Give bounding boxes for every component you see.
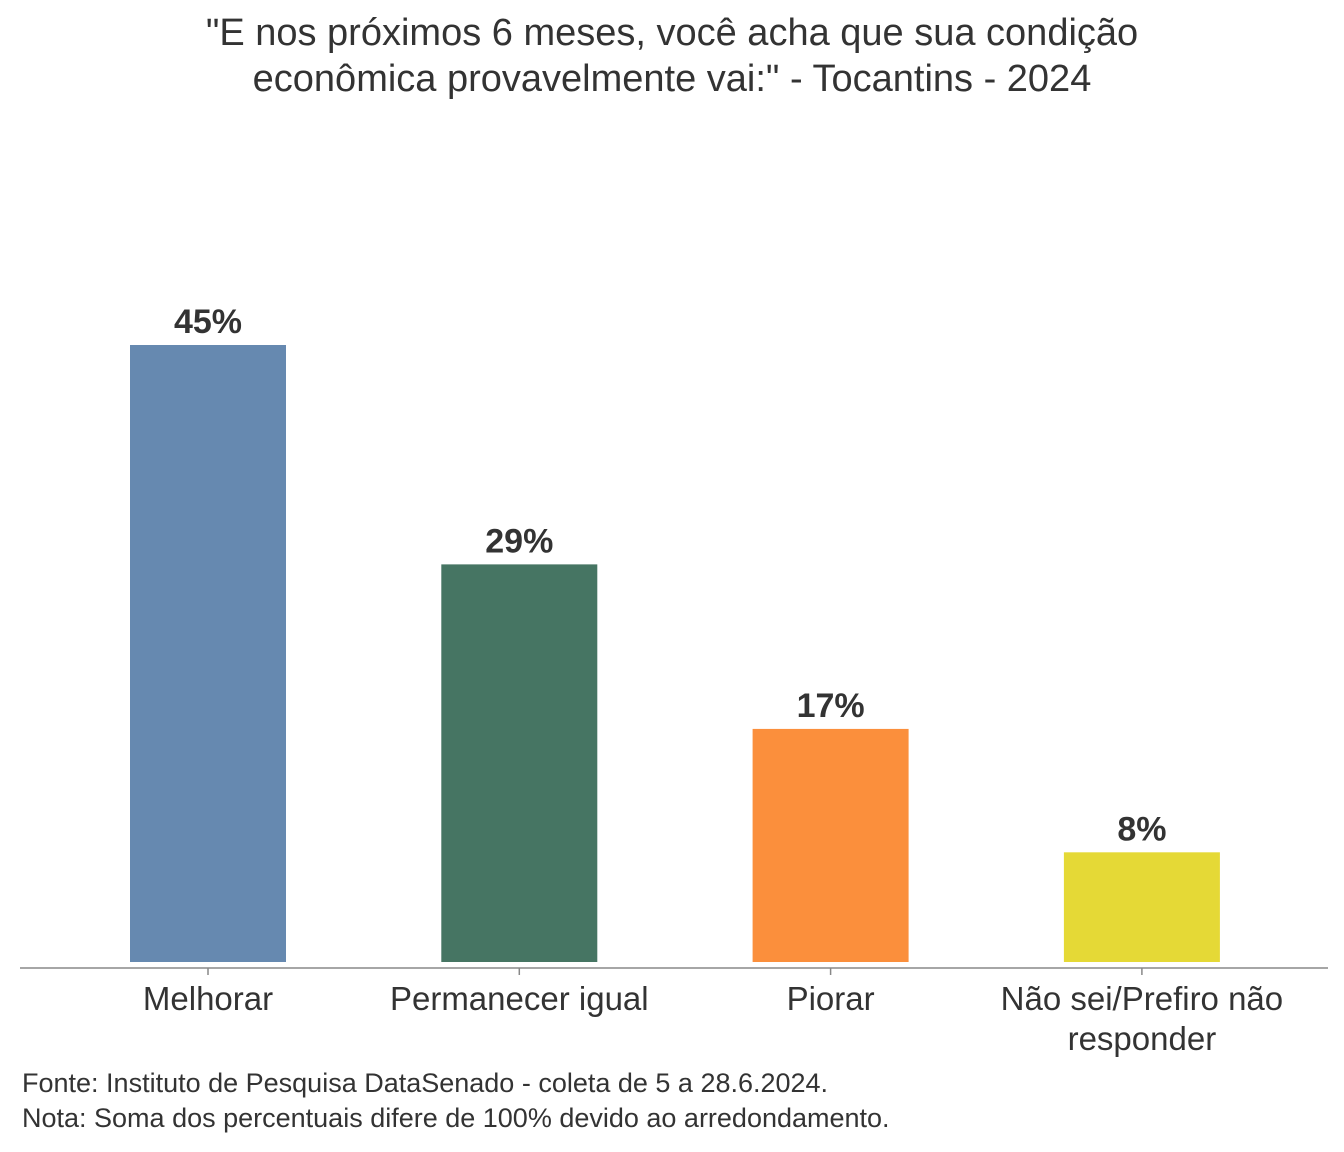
bar [441, 564, 598, 962]
data-label: 8% [1117, 810, 1166, 848]
bar [752, 728, 909, 962]
data-label: 45% [174, 303, 242, 341]
x-tick-label: Não sei/Prefiro não [1001, 980, 1283, 1017]
x-tick-label: Piorar [787, 980, 875, 1017]
data-label: 17% [797, 687, 865, 725]
bar [130, 345, 286, 962]
footer-note: Nota: Soma dos percentuais difere de 100… [22, 1103, 890, 1133]
chart-title-line-1: "E nos próximos 6 meses, você acha que s… [205, 12, 1139, 54]
chart-title: "E nos próximos 6 meses, você acha que s… [0, 10, 1344, 102]
data-label: 29% [485, 522, 553, 560]
footer-source: Fonte: Instituto de Pesquisa DataSenado … [22, 1068, 829, 1098]
x-tick-label: Melhorar [143, 980, 273, 1017]
chart-title-line-2: econômica provavelmente vai:" - Tocantin… [252, 58, 1092, 100]
x-tick-label: Permanecer igual [390, 980, 649, 1017]
bar [1063, 852, 1220, 962]
x-tick-label: responder [1068, 1020, 1217, 1057]
